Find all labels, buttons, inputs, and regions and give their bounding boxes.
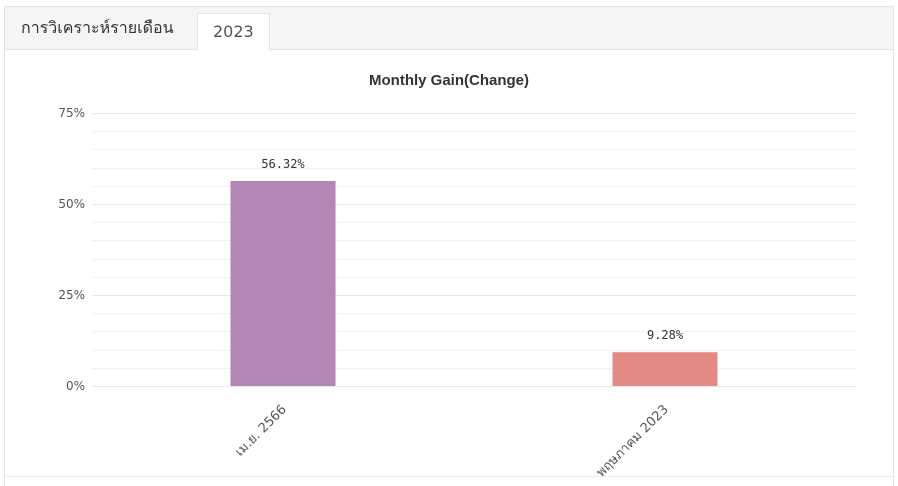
x-axis-ticks: เม.ย. 2566 พฤษภาคม 2023: [232, 402, 671, 480]
bar: [230, 180, 336, 386]
y-tick-label: 25%: [58, 288, 85, 302]
tab-monthly-analysis[interactable]: การวิเคราะห์รายเดือน: [21, 18, 174, 37]
y-tick-label: 75%: [58, 106, 85, 120]
bar: [612, 352, 718, 386]
data-label: 56.32%: [261, 157, 305, 171]
y-tick-label: 0%: [66, 379, 85, 393]
tab-bar: การวิเคราะห์รายเดือน 2023: [4, 6, 894, 51]
x-tick-label: เม.ย. 2566: [232, 402, 289, 459]
data-label: 9.28%: [647, 328, 684, 342]
grid-lines: [92, 113, 856, 387]
panel-divider: [4, 476, 894, 477]
y-axis-ticks: 0% 25% 50% 75%: [58, 106, 85, 393]
bars: [230, 180, 718, 386]
data-labels: 56.32% 9.28%: [261, 157, 684, 342]
chart-panel: [4, 50, 894, 486]
x-tick-label: พฤษภาคม 2023: [594, 402, 672, 480]
chart-title: Monthly Gain(Change): [369, 72, 529, 89]
y-tick-label: 50%: [58, 197, 85, 211]
